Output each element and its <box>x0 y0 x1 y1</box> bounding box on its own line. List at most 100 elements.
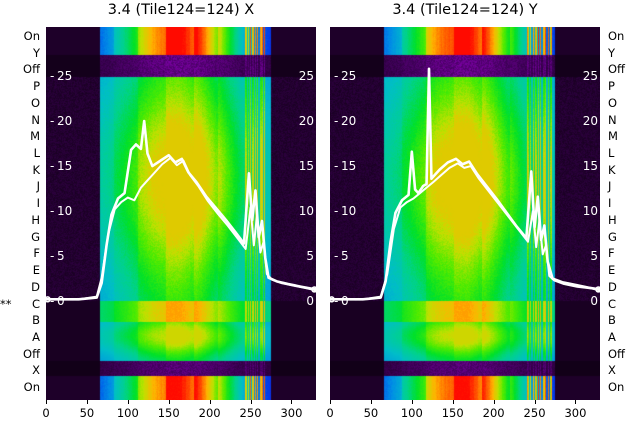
x-tick-mark-left-0 <box>46 400 47 404</box>
category-label-right-19: Off <box>608 346 625 361</box>
category-label-right-21: On <box>608 380 625 395</box>
category-label-left-4: O <box>30 95 40 110</box>
panel-title-y: 3.4 (Tile124=124) Y <box>392 2 538 18</box>
x-tick-label-right-3: 150 <box>441 406 464 420</box>
category-label-left-16: C <box>31 296 40 311</box>
category-label-right-7: L <box>608 146 615 161</box>
heatmap-panel-y[interactable]: -25 25 -20 20 -15 15 -10 10 -5 5 -0 0 <box>330 27 600 400</box>
curve-trace-b <box>46 156 316 301</box>
category-label-left-1: Y <box>32 45 40 60</box>
category-label-right-9: J <box>608 179 612 194</box>
category-label-left-0: On <box>23 29 40 43</box>
category-label-left-20: X <box>32 363 40 378</box>
inner-y-tick-right-1: 20 <box>298 114 314 128</box>
x-tick-label-left-3: 150 <box>157 406 180 420</box>
category-label-left-13: F <box>33 246 40 261</box>
curve-endpoint-marker-0 <box>330 296 335 303</box>
x-tick-mark-right-0 <box>330 400 331 404</box>
x-tick-label-right-1: 50 <box>363 406 379 420</box>
inner-y-tick-right-5: 0 <box>306 294 314 309</box>
x-tick-mark-left-2 <box>127 400 129 404</box>
inner-y-tick-right-2: 15 <box>298 159 314 174</box>
category-label-left-8: K <box>32 162 40 177</box>
x-tick-label-right-0: 0 <box>326 406 334 420</box>
category-label-left-19: Off <box>23 346 40 361</box>
inner-y-tick-left-0: -25 <box>334 68 357 83</box>
x-tick-mark-right-3 <box>452 400 454 404</box>
inner-y-tick-left-1: -20 <box>334 114 357 128</box>
inner-y-tick-left-0: -25 <box>50 68 73 83</box>
category-label-right-17: B <box>608 313 616 328</box>
x-tick-mark-right-5 <box>534 400 536 404</box>
category-label-left-6: M <box>30 129 40 144</box>
inner-y-tick-left-5: -0 <box>334 294 349 309</box>
inner-y-tick-right-4: 5 <box>306 249 314 264</box>
category-label-left-21: On <box>23 380 40 395</box>
x-tick-mark-left-1 <box>86 400 88 404</box>
category-label-left-12: G <box>31 229 40 244</box>
category-label-right-12: G <box>608 229 617 244</box>
curve-overlay <box>330 67 600 303</box>
inner-y-tick-left-2: -15 <box>50 159 73 174</box>
x-tick-label-right-4: 200 <box>482 406 505 420</box>
category-label-left-9: J <box>36 179 40 194</box>
category-label-right-1: Y <box>608 45 616 60</box>
x-tick-label-right-6: 300 <box>564 406 587 420</box>
x-tick-mark-right-1 <box>370 400 372 404</box>
category-label-left-11: H <box>31 212 40 227</box>
category-label-right-13: F <box>608 246 615 261</box>
category-label-right-11: H <box>608 212 617 227</box>
category-label-right-6: M <box>608 129 618 144</box>
x-tick-label-left-5: 250 <box>239 406 262 420</box>
category-label-left-7: L <box>33 146 40 161</box>
inner-y-tick-right-2: 15 <box>582 159 598 174</box>
category-label-left-17: B <box>32 313 40 328</box>
inner-y-tick-right-5: 0 <box>590 294 598 309</box>
inner-y-tick-right-3: 10 <box>582 204 598 219</box>
curve-trace-b <box>330 162 600 301</box>
x-tick-mark-left-5 <box>250 400 252 404</box>
x-tick-label-left-6: 300 <box>280 406 303 420</box>
heatmap-panel-x[interactable]: -25 25 -20 20 -15 15 -10 10 -5 5 -0 0 <box>46 27 316 400</box>
inner-y-tick-right-1: 20 <box>582 114 598 128</box>
category-label-right-18: A <box>608 329 616 344</box>
x-tick-label-left-1: 50 <box>79 406 95 420</box>
x-tick-mark-left-4 <box>209 400 211 404</box>
category-label-right-16: C <box>608 296 617 311</box>
category-label-left-10: I <box>36 196 40 211</box>
inner-y-tick-left-1: -20 <box>50 114 73 128</box>
category-label-left-14: E <box>32 263 40 278</box>
panel-title-x: 3.4 (Tile124=124) X <box>107 2 255 18</box>
x-tick-label-left-4: 200 <box>198 406 221 420</box>
category-label-right-5: N <box>608 112 617 127</box>
curve-overlay <box>46 119 316 303</box>
category-label-right-4: O <box>608 95 618 110</box>
curve-endpoint-marker-1 <box>595 286 600 293</box>
category-label-left-2: Off <box>23 62 40 77</box>
inner-y-tick-left-5: -0 <box>50 294 65 309</box>
category-label-left-3: P <box>33 79 40 94</box>
category-label-left-5: N <box>31 112 40 127</box>
x-tick-mark-left-3 <box>168 400 170 404</box>
inner-y-tick-left-2: -15 <box>334 159 357 174</box>
x-tick-label-left-2: 100 <box>116 406 139 420</box>
inner-y-tick-left-3: -10 <box>334 204 357 219</box>
curve-trace-a <box>330 67 600 301</box>
x-tick-label-right-2: 100 <box>400 406 423 420</box>
inner-y-tick-right-4: 5 <box>590 249 598 264</box>
category-axis-right: On Y Off P O N M L K J I H G F E D C B A Off X On <box>604 27 640 400</box>
category-axis-left: On Y Off P O N M L K J I H G F E D C B A Off X On ** <box>0 27 44 400</box>
x-tick-label-left-0: 0 <box>42 406 50 420</box>
inner-y-tick-right-0: 25 <box>582 68 598 83</box>
category-label-right-14: E <box>608 263 616 278</box>
category-label-right-0: On <box>608 29 625 43</box>
category-marker-asterisks: ** <box>0 296 12 311</box>
x-tick-mark-right-6 <box>575 400 577 404</box>
category-label-left-18: A <box>32 329 40 344</box>
curve-trace-a <box>46 119 316 301</box>
inner-y-tick-right-3: 10 <box>298 204 314 219</box>
x-tick-mark-right-2 <box>411 400 413 404</box>
curve-endpoint-marker-1 <box>311 286 316 293</box>
category-label-right-8: K <box>608 162 616 177</box>
category-label-right-2: Off <box>608 62 625 77</box>
